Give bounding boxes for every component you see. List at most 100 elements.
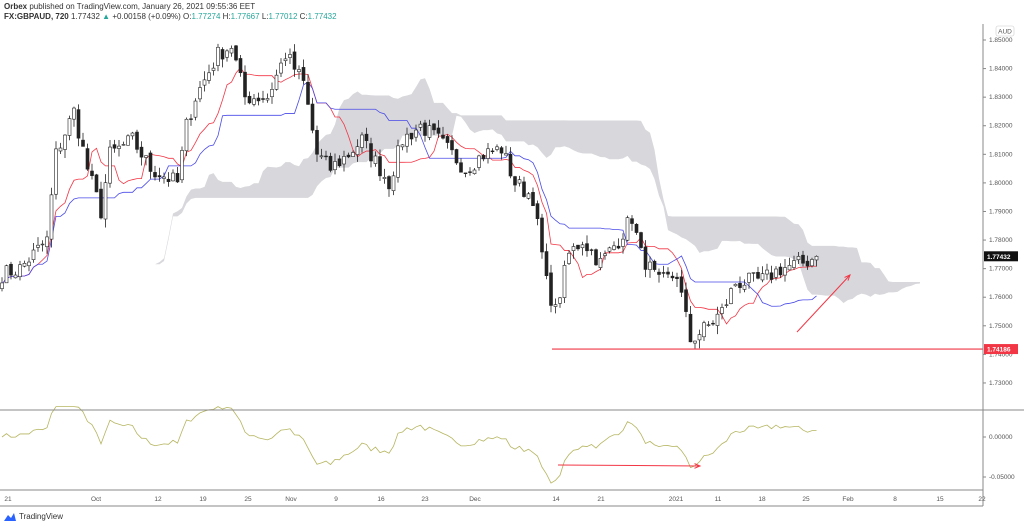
candle-body: [382, 177, 387, 179]
candle-body: [598, 258, 603, 268]
candle-body: [639, 232, 643, 248]
candle-body: [738, 283, 742, 288]
x-tick-label: 16: [377, 496, 385, 503]
up-arrow-icon: ▲: [102, 12, 111, 21]
candle-body: [612, 245, 616, 250]
y-tick-label: 1.81000: [989, 151, 1013, 158]
candle-body: [36, 244, 40, 248]
candle-body: [193, 100, 198, 118]
candle-body: [180, 150, 184, 181]
h-label: H:: [222, 12, 231, 21]
last-price-label: 1.77432: [987, 254, 1011, 261]
candle-body: [283, 58, 288, 62]
candle-body: [432, 123, 436, 131]
candle-body: [495, 146, 499, 150]
candle-body: [162, 176, 166, 179]
trend-arrow: [796, 274, 851, 333]
candle-body: [522, 181, 526, 197]
candle-body: [585, 243, 589, 252]
candle-body: [450, 140, 454, 151]
candle-body: [45, 236, 49, 248]
x-tick-label: 19: [199, 496, 207, 503]
support-price-label: 1.74186: [987, 347, 1011, 354]
candle-body: [558, 297, 562, 304]
currency-label: AUD: [998, 29, 1012, 36]
candle-body: [630, 218, 634, 224]
high-value: 1.77667: [230, 12, 260, 21]
y-tick-label: 1.84000: [989, 66, 1013, 73]
x-tick-label: 21: [4, 496, 12, 503]
candle-body: [310, 103, 315, 131]
candle-body: [9, 263, 13, 276]
y-tick-label: 1.78000: [989, 237, 1013, 244]
candle-body: [576, 244, 580, 250]
candle-body: [387, 176, 391, 190]
kijun-line: [1, 81, 817, 307]
candle-body: [360, 134, 364, 148]
x-tick-label: Nov: [285, 496, 297, 503]
publisher: Orbex: [4, 2, 28, 11]
candle-body: [378, 156, 382, 177]
candle-body: [594, 249, 598, 266]
candle-body: [279, 62, 283, 74]
candle-body: [189, 118, 193, 120]
candle-body: [58, 147, 63, 152]
candle-body: [504, 153, 508, 156]
candle-body: [396, 145, 400, 178]
candle-body: [90, 170, 94, 176]
ichimoku-cloud: [119, 78, 920, 303]
candle-body: [724, 304, 729, 306]
candle-body: [342, 156, 346, 165]
candle-body: [621, 238, 625, 247]
candle-body: [130, 132, 135, 137]
candle-body: [774, 268, 778, 278]
candle-body: [499, 147, 504, 154]
candle-body: [778, 266, 783, 276]
candle-body: [103, 182, 108, 220]
publish-info: Orbex published on TradingView.com, Janu…: [4, 2, 255, 11]
candle-body: [288, 54, 292, 58]
candle-body: [319, 155, 324, 158]
brand-name: TradingView: [19, 512, 64, 521]
x-tick-label: 9: [334, 496, 338, 503]
open-value: 1.77274: [191, 12, 221, 21]
candle-body: [742, 284, 747, 290]
x-tick-label: 11: [715, 496, 722, 503]
y-tick-label: 1.77000: [989, 266, 1013, 273]
osc-y-tick-label: 0.00000: [989, 434, 1013, 441]
candle-body: [355, 146, 360, 155]
candle-body: [702, 322, 706, 338]
candle-body: [373, 155, 378, 164]
candle-body: [634, 223, 639, 233]
candle-body: [238, 58, 243, 74]
candle-body: [540, 217, 544, 253]
candle-body: [760, 273, 765, 281]
candle-body: [697, 334, 702, 341]
candle-body: [252, 98, 256, 105]
candle-body: [508, 153, 513, 177]
candle-body: [207, 72, 211, 81]
candle-body: [391, 175, 396, 192]
x-tick-label: 8: [893, 496, 897, 503]
candle-body: [22, 263, 27, 267]
candle-body: [733, 283, 738, 287]
candle-body: [13, 274, 18, 279]
candle-body: [211, 67, 216, 71]
x-tick-label: 21: [597, 496, 605, 503]
x-tick-label: 12: [154, 496, 162, 503]
candle-body: [670, 275, 675, 279]
candle-body: [706, 324, 711, 326]
x-tick-label: 25: [802, 496, 810, 503]
y-tick-label: 1.79000: [989, 208, 1013, 215]
candle-body: [108, 146, 112, 184]
candle-body: [756, 272, 760, 279]
low-value: 1.77012: [268, 12, 298, 21]
candle-body: [184, 118, 189, 152]
y-tick-label: 1.73000: [989, 380, 1013, 387]
y-tick-label: 1.74000: [989, 351, 1013, 358]
candle-body: [72, 107, 76, 120]
x-tick-label: Oct: [91, 496, 101, 503]
x-tick-label: 2021: [669, 496, 684, 503]
candle-body: [571, 246, 576, 251]
